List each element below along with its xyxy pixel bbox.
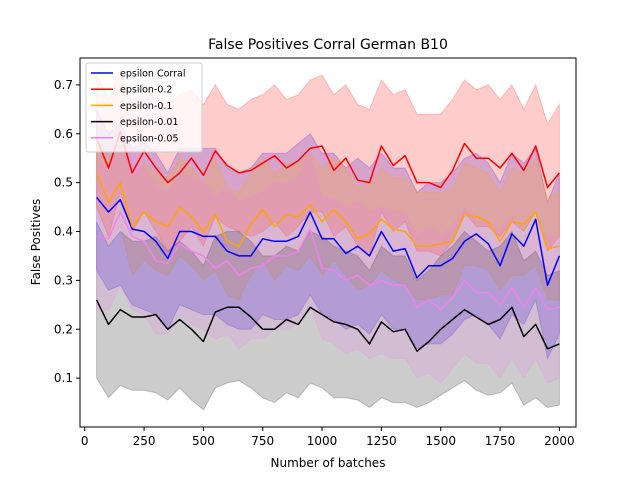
legend-box: [85, 62, 203, 153]
x-tick-label: 500: [192, 434, 215, 448]
x-tick-label: 750: [251, 434, 274, 448]
band-series-4: [96, 137, 560, 384]
line-series-4: [96, 211, 560, 311]
x-tick-label: 1250: [366, 434, 397, 448]
line-series-3: [95, 299, 560, 352]
confidence-bands: [96, 68, 560, 411]
legend-label: epsilon-0.1: [120, 101, 172, 112]
plot-frame: [79, 57, 577, 428]
y-tick-label: 0.4: [54, 225, 73, 239]
line-series-2: [95, 172, 560, 250]
line-series-0: [96, 196, 561, 287]
y-tick-label: 0.5: [54, 176, 73, 190]
band-series-1: [96, 68, 560, 257]
y-tick-label: 0.7: [54, 78, 73, 92]
y-tick-label: 0.1: [54, 371, 73, 385]
y-axis: 0.1 0.2 0.3 0.4 0.5 0.6 0.7: [54, 78, 80, 385]
x-tick-label: 1500: [425, 434, 456, 448]
x-tick-label: 2000: [544, 434, 575, 448]
line-series-1: [95, 130, 560, 189]
y-tick-label: 0.2: [54, 322, 73, 336]
legend: epsilon Corral epsilon-0.2 epsilon-0.1 epsi…: [85, 62, 203, 153]
y-tick-label: 0.6: [54, 127, 73, 141]
band-series-3: [96, 221, 560, 411]
legend-label: epsilon-0.2: [120, 85, 172, 96]
chart-title: False Positives Corral German B10: [208, 37, 448, 53]
y-tick-label: 0.3: [54, 273, 73, 287]
x-tick-label: 0: [81, 434, 89, 448]
x-tick-label: 250: [133, 434, 156, 448]
x-tick-label: 1000: [307, 434, 338, 448]
band-series-0: [96, 109, 560, 361]
x-tick-label: 1750: [485, 434, 516, 448]
x-axis-label: Number of batches: [271, 456, 386, 470]
legend-label: epsilon-0.05: [120, 133, 179, 144]
series-lines: [95, 130, 561, 352]
x-axis: 0 250 500 750 1000 1250 1500 1750 2000: [81, 427, 575, 448]
legend-label: epsilon Corral: [120, 69, 186, 80]
y-axis-label: False Positives: [29, 199, 43, 285]
legend-label: epsilon-0.01: [120, 117, 179, 128]
